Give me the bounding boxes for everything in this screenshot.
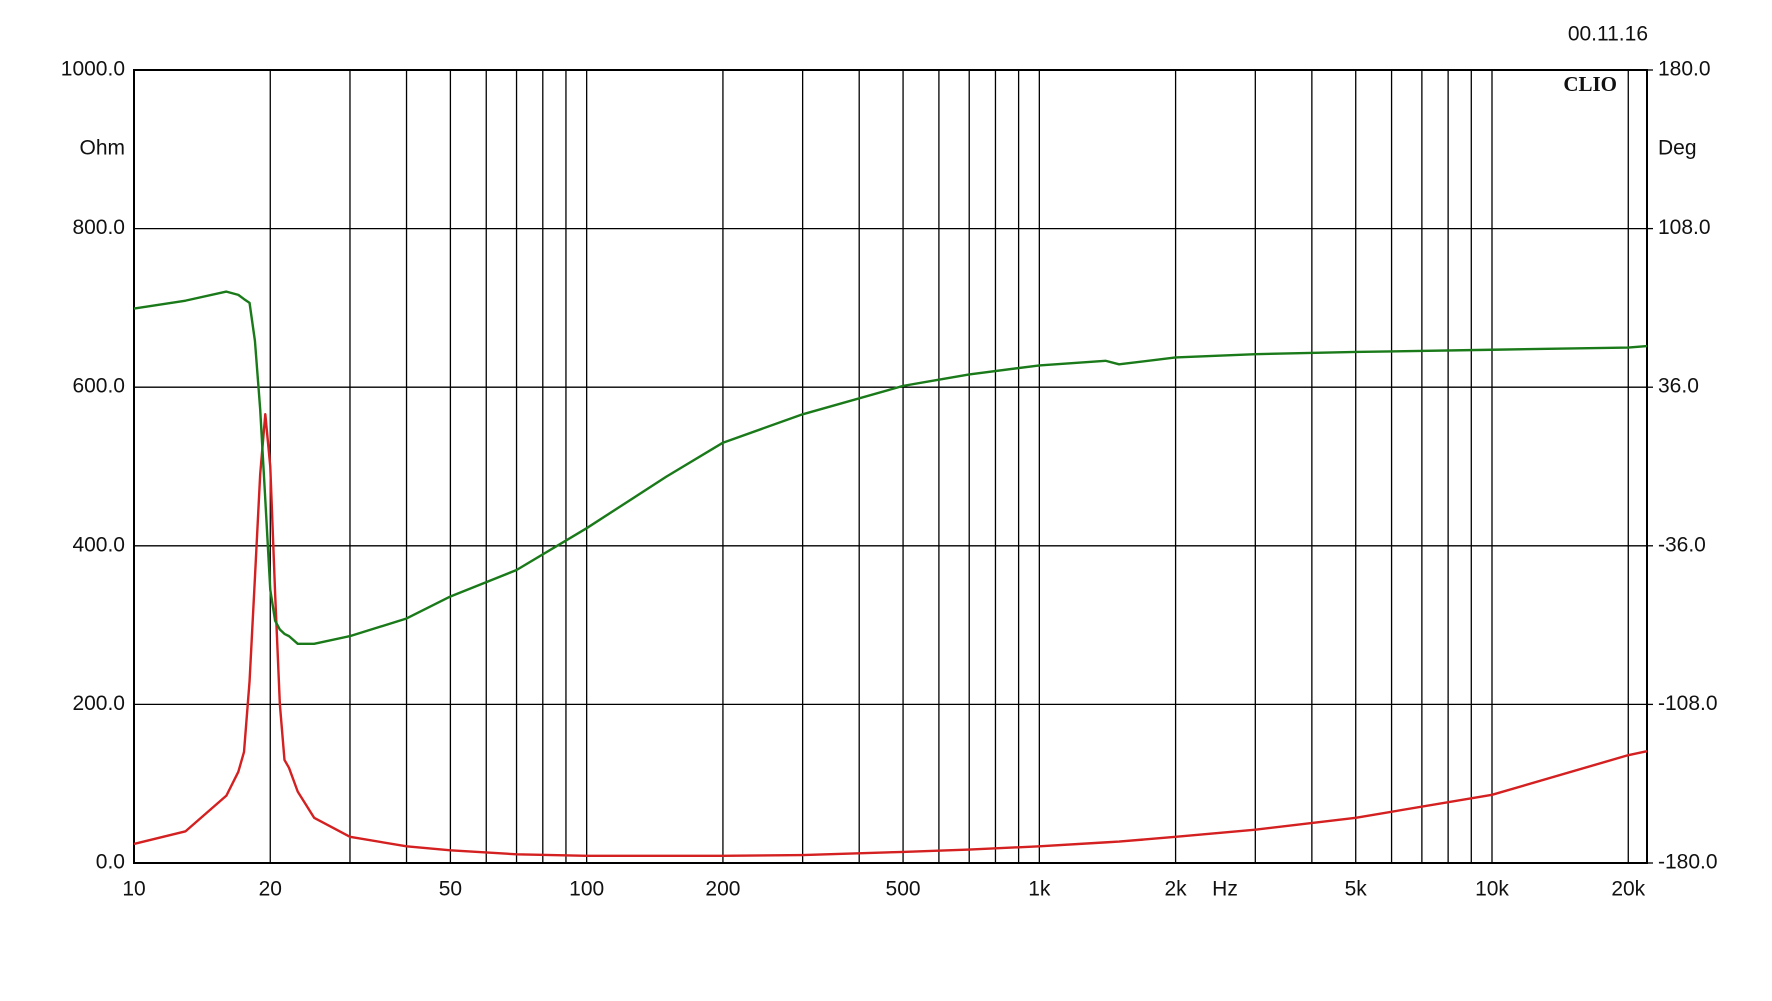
x-tick-label: 500 (886, 878, 921, 901)
x-tick-label: 20 (259, 878, 282, 901)
y-tick-label: 400.0 (72, 533, 125, 556)
y2-axis-label: Deg (1658, 137, 1697, 160)
x-axis-label: Hz (1212, 878, 1238, 901)
data-line (133, 290, 1648, 646)
y2-tick-label: 108.0 (1658, 216, 1711, 239)
x-tick-label: 10k (1475, 878, 1509, 901)
x-tick-label: 100 (569, 878, 604, 901)
y2-tick-label: 36.0 (1658, 375, 1699, 398)
y2-tick-label: -36.0 (1658, 533, 1706, 556)
x-tick-label: 10 (122, 878, 145, 901)
y-tick-label: 1000.0 (61, 58, 125, 81)
y-tick-label: 0.0 (96, 851, 125, 874)
date: 00.11.16 (1568, 23, 1648, 46)
x-tick-label: 1k (1028, 878, 1051, 901)
y2-tick-label: -108.0 (1658, 692, 1718, 715)
y2-tick-label: 180.0 (1658, 58, 1711, 81)
y-axis-label: Ohm (79, 137, 125, 160)
y-tick-label: 600.0 (72, 375, 125, 398)
plot-frame (133, 69, 1648, 864)
data-line (133, 412, 1648, 858)
x-tick-label: 5k (1345, 878, 1368, 901)
brand: CLIO (1563, 72, 1617, 96)
x-tick-label: 50 (439, 878, 462, 901)
y-tick-label: 800.0 (72, 216, 125, 239)
x-tick-label: 2k (1165, 878, 1188, 901)
x-tick-label: 20k (1611, 878, 1645, 901)
x-tick-label: 200 (705, 878, 740, 901)
y2-tick-label: -180.0 (1658, 851, 1718, 874)
y-tick-label: 200.0 (72, 692, 125, 715)
